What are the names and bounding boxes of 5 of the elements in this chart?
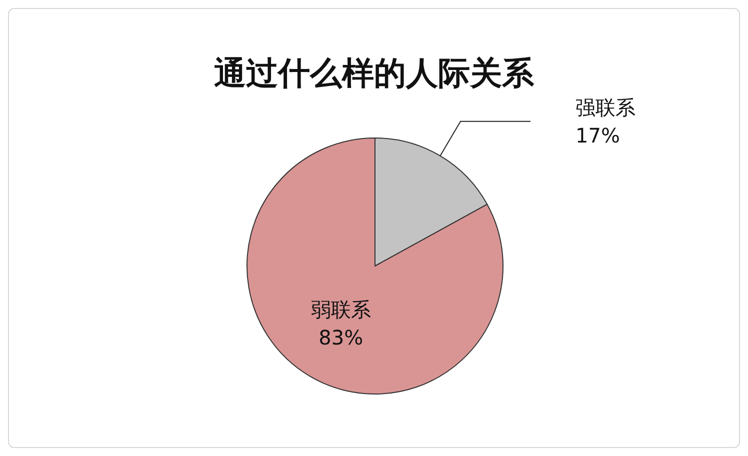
data-label: 17% xyxy=(576,123,620,148)
data-label: 83% xyxy=(318,326,364,350)
slice-label: 弱联系 xyxy=(310,298,371,322)
chart-title: 通过什么样的人际关系 xyxy=(214,54,535,92)
slice-label: 强联系 xyxy=(576,95,636,120)
